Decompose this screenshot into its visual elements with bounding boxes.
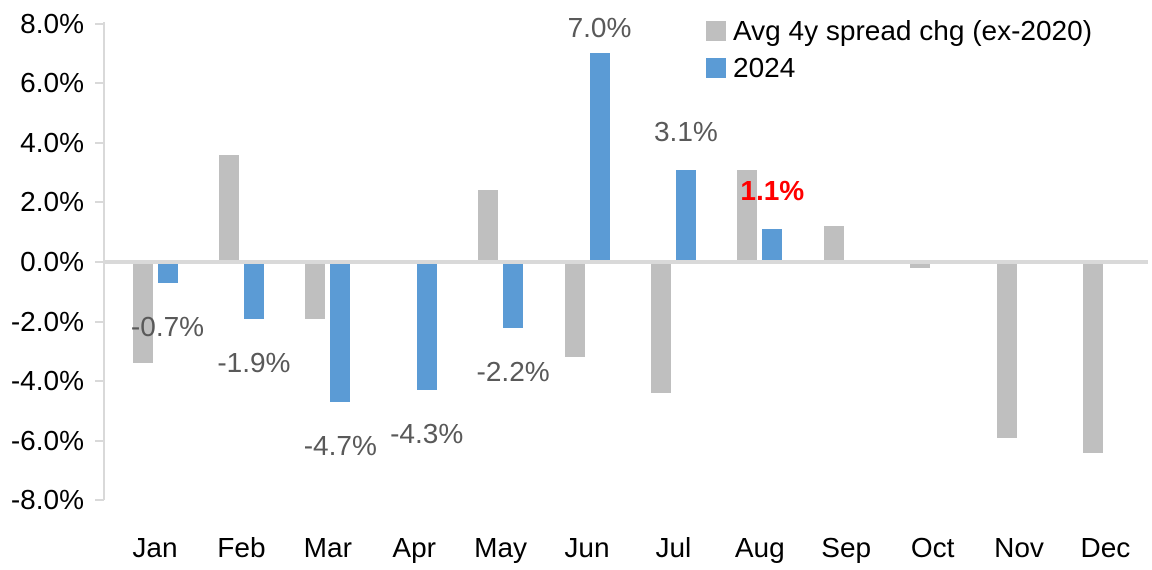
bar-2024-feb <box>243 262 264 319</box>
y-axis-tick-mark <box>95 201 104 204</box>
bar-avg-oct <box>910 262 931 268</box>
y-axis-tick-label: -4.0% <box>10 365 84 397</box>
x-axis-label-nov: Nov <box>994 532 1044 563</box>
data-label-jan: -0.7% <box>130 310 205 342</box>
x-axis-label-jun: Jun <box>564 532 610 563</box>
x-axis-zero-line <box>103 260 1148 264</box>
y-axis-tick-mark <box>95 320 104 323</box>
x-axis-label-apr: Apr <box>392 532 436 563</box>
bar-2024-jul <box>675 169 696 262</box>
x-axis-label-feb: Feb <box>217 532 266 563</box>
bar-avg-mar <box>305 262 326 319</box>
legend-label: Avg 4y spread chg (ex-2020) <box>733 14 1093 46</box>
bar-avg-sep <box>823 226 844 262</box>
x-axis-label-aug: Aug <box>734 532 785 563</box>
bar-avg-feb <box>218 154 239 262</box>
data-label-may: -2.2% <box>476 355 550 387</box>
x-axis-label-may: May <box>474 532 528 563</box>
legend-swatch-icon <box>706 57 726 78</box>
bar-avg-jul <box>650 262 671 394</box>
bar-2024-jan <box>157 262 178 283</box>
y-axis-tick-label: 6.0% <box>20 67 84 99</box>
bar-2024-apr <box>416 262 437 391</box>
y-axis-tick-mark <box>95 22 104 25</box>
data-label-jun: 7.0% <box>567 12 632 43</box>
y-axis-tick-label: 4.0% <box>20 126 84 158</box>
data-label-apr: -4.3% <box>390 418 464 450</box>
legend-label: 2024 <box>733 51 796 83</box>
bar-avg-may <box>478 190 499 262</box>
y-axis-tick-label: -2.0% <box>10 305 84 337</box>
x-axis-label-oct: Oct <box>910 532 955 563</box>
x-axis-label-mar: Mar <box>303 532 352 563</box>
y-axis-tick-mark <box>95 499 104 502</box>
bar-avg-dec <box>1082 262 1103 453</box>
data-label-jul: 3.1% <box>653 115 718 147</box>
legend: Avg 4y spread chg (ex-2020) 2024 <box>706 12 1092 86</box>
y-axis-tick-label: -8.0% <box>10 484 84 516</box>
x-axis-label-dec: Dec <box>1080 532 1131 563</box>
bar-2024-may <box>503 262 524 328</box>
x-axis-label-jan: Jan <box>132 532 178 563</box>
y-axis-tick-label: 2.0% <box>20 186 84 218</box>
y-axis-tick-mark <box>95 141 104 144</box>
data-label-mar: -4.7% <box>303 430 377 462</box>
y-axis-tick-label: 0.0% <box>20 246 84 277</box>
bar-2024-mar <box>330 262 351 403</box>
bar-2024-aug <box>762 229 783 262</box>
y-axis-tick-mark <box>95 261 104 263</box>
legend-item-2024: 2024 <box>706 49 1092 86</box>
bar-avg-jan <box>132 262 153 364</box>
bar-avg-jun <box>564 262 585 358</box>
bar-avg-aug <box>737 169 758 262</box>
bar-2024-jun <box>589 53 610 262</box>
data-label-feb: -1.9% <box>217 346 291 378</box>
y-axis-tick-label: -6.0% <box>10 424 84 456</box>
x-axis-label-sep: Sep <box>821 532 872 563</box>
data-label-aug: 1.1% <box>740 175 805 207</box>
y-axis-tick-mark <box>95 439 104 442</box>
legend-item-avg: Avg 4y spread chg (ex-2020) <box>706 12 1092 49</box>
y-axis-tick-label: 8.0% <box>20 7 84 39</box>
y-axis-tick-mark <box>95 82 104 85</box>
x-axis-label-jul: Jul <box>655 532 692 563</box>
legend-swatch-icon <box>706 20 726 41</box>
y-axis-tick-mark <box>95 380 104 383</box>
bar-avg-nov <box>996 262 1017 438</box>
